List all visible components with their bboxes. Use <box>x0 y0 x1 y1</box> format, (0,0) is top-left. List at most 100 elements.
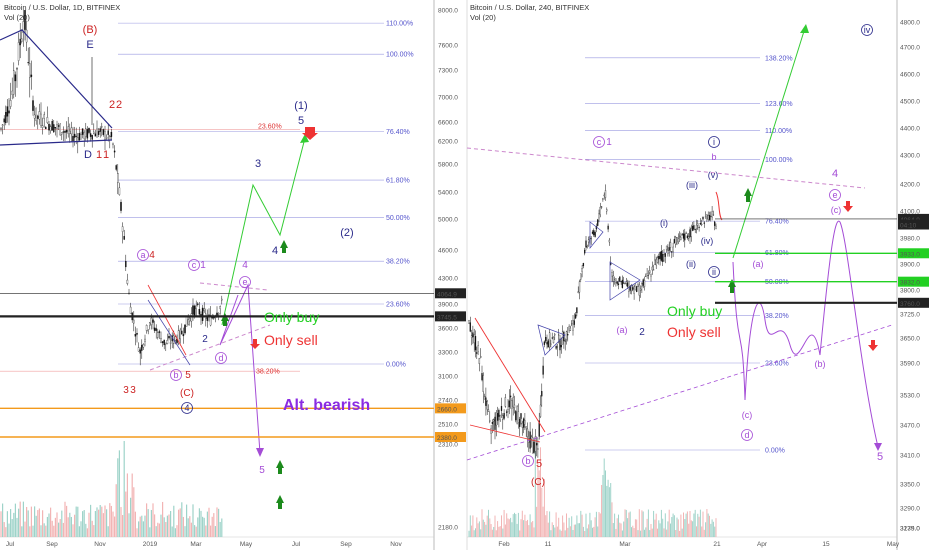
left-candle-body <box>91 135 93 140</box>
left-candle <box>33 105 36 127</box>
left-candle <box>158 329 161 340</box>
right-candle <box>632 284 634 292</box>
right-candle-body <box>493 419 495 422</box>
right-candle-body <box>669 242 672 248</box>
right-candle <box>541 383 543 407</box>
left-badge-label-1: 3745.5 <box>437 314 457 321</box>
right-y-tick-11: 3725.0 <box>900 312 920 319</box>
left-volume-bar <box>219 521 221 537</box>
right-candle <box>585 236 587 251</box>
right-volume-bar <box>644 529 645 537</box>
right-candle-body <box>691 226 694 231</box>
right-candle-body <box>491 421 494 424</box>
right-volume-bar <box>597 526 599 537</box>
left-candle <box>35 107 37 125</box>
right-candle-body <box>682 233 685 239</box>
left-volume-bar <box>218 508 220 537</box>
left-volume-bar <box>51 520 53 537</box>
left-candle-body <box>181 330 183 335</box>
right-volume-bar <box>679 530 681 537</box>
right-volume-bar <box>517 512 519 537</box>
left-candle-body <box>21 38 23 42</box>
left-volume-bar <box>166 515 168 537</box>
left-y-tick-4: 6600.0 <box>438 120 458 127</box>
right-wave-label-22: (C) <box>531 477 545 488</box>
right-candle <box>708 211 711 222</box>
right-candle-body <box>537 448 539 450</box>
right-candle-body <box>606 209 608 212</box>
right-candle <box>537 437 539 458</box>
left-candle-body <box>51 121 53 131</box>
right-candle-body <box>597 219 599 226</box>
right-candle-body <box>508 400 510 408</box>
left-candle-body <box>24 10 26 30</box>
right-volume-bar <box>631 527 632 537</box>
left-volume-bar <box>58 522 60 537</box>
left-candle <box>134 326 137 346</box>
left-candle <box>65 121 68 139</box>
right-volume-bar <box>662 518 664 537</box>
left-price-axis: 8000.0 7600.0 7300.0 7000.0 6600.0 6200.0 5800… <box>438 8 458 532</box>
right-volume-bar <box>549 511 551 537</box>
left-candle-body <box>125 261 127 268</box>
right-candle-body <box>602 198 604 200</box>
right-wave-label-6: (i) <box>660 218 668 228</box>
left-wave-label-7: (1) <box>294 100 307 112</box>
right-candle <box>638 281 640 302</box>
right-candle-body <box>671 251 673 253</box>
left-candle-body <box>38 111 41 120</box>
left-candle-body <box>22 21 25 33</box>
right-candle <box>591 229 594 235</box>
left-candle <box>54 127 57 136</box>
right-volume-bar <box>655 513 657 537</box>
right-volume-bar <box>684 519 686 537</box>
right-candle <box>574 312 577 320</box>
left-candle-body <box>115 165 117 170</box>
right-volume-bar <box>711 519 713 537</box>
right-candle-body <box>533 442 535 453</box>
left-volume-bar <box>88 512 90 537</box>
left-candle <box>169 334 172 350</box>
left-candle <box>163 339 165 350</box>
left-candle-body <box>80 134 82 140</box>
left-volume-bar <box>195 526 197 537</box>
right-candle-body <box>611 272 613 277</box>
right-candle-body <box>650 274 652 277</box>
right-volume-bar <box>680 514 682 537</box>
left-candle-body <box>134 334 137 337</box>
right-volume-bar <box>497 521 499 537</box>
left-candle-body <box>179 329 181 340</box>
left-candle-body <box>86 129 89 139</box>
right-candle <box>603 192 605 200</box>
left-y-tick-2: 7300.0 <box>438 68 458 75</box>
right-candle-body <box>659 252 661 259</box>
right-alt-wave-path <box>732 220 879 448</box>
right-candle-body <box>686 235 689 239</box>
left-wave-label-16: 4 <box>242 260 248 271</box>
right-candle-body <box>525 426 527 429</box>
left-candle <box>102 128 105 137</box>
left-volume-bars <box>0 440 223 537</box>
right-candle <box>498 408 500 428</box>
left-candle <box>141 339 143 359</box>
right-wave-label-19: d <box>744 430 749 440</box>
left-volume-bar <box>190 522 192 537</box>
left-candle-body <box>5 112 7 124</box>
right-volume-bar <box>475 528 476 537</box>
left-candle-body <box>3 118 5 123</box>
right-volume-bar <box>663 528 665 537</box>
right-candle-body <box>470 335 473 338</box>
left-wave-label-21: 5 <box>185 370 191 381</box>
right-candle-body <box>594 231 596 237</box>
right-candle-body <box>534 436 536 452</box>
left-candle-body <box>64 130 66 133</box>
right-candle-body <box>662 254 664 262</box>
left-y-tick-12: 3600.0 <box>438 326 458 333</box>
left-volume-bar <box>157 522 159 537</box>
right-volume-bar <box>515 514 517 537</box>
right-candle <box>665 245 668 253</box>
left-volume-bar <box>46 516 48 537</box>
left-y-tick-7: 5400.0 <box>438 190 458 197</box>
right-candle-body <box>519 418 521 427</box>
